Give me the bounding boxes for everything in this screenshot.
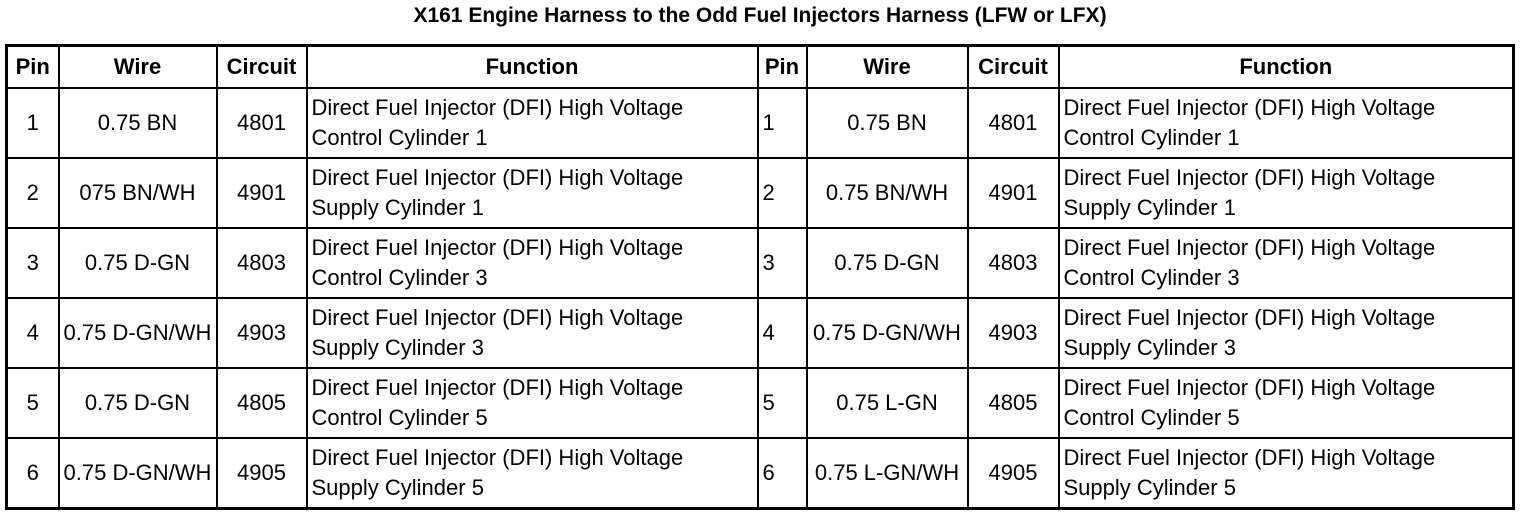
header-cell: Function (1057, 44, 1515, 89)
wire-cell: 0.75 D-GN/WH (57, 437, 218, 510)
title: X161 Engine Harness to the Odd Fuel Inje… (413, 4, 1107, 27)
header-cell: Function (305, 44, 759, 89)
wire-cell: 0.75 D-GN (805, 227, 969, 299)
pin-cell: 4 (756, 297, 808, 369)
circuit-cell: 4903 (215, 297, 308, 369)
function-cell: Direct Fuel Injector (DFI) High Voltage … (1057, 437, 1515, 510)
function-cell: Direct Fuel Injector (DFI) High Voltage … (1057, 157, 1515, 229)
table-row: 1 0.75 BN 4801 Direct Fuel Injector (DFI) H… (5, 87, 1515, 159)
header-cell: Wire (805, 44, 969, 89)
pin-cell: 3 (756, 227, 808, 299)
header-cell: Wire (57, 44, 218, 89)
header-row: Pin Wire Circuit Function Pin Wire Circuit Func… (5, 44, 1515, 89)
pin-cell: 6 (756, 437, 808, 510)
function-cell: Direct Fuel Injector (DFI) High Voltage … (305, 367, 759, 439)
pin-cell: 5 (5, 367, 60, 439)
wire-cell: 0.75 BN (57, 87, 218, 159)
function-cell: Direct Fuel Injector (DFI) High Voltage … (305, 297, 759, 369)
function-cell: Direct Fuel Injector (DFI) High Voltage … (1057, 227, 1515, 299)
circuit-cell: 4803 (966, 227, 1060, 299)
wire-cell: 0.75 D-GN/WH (57, 297, 218, 369)
function-cell: Direct Fuel Injector (DFI) High Voltage … (305, 227, 759, 299)
header-cell: Pin (756, 44, 808, 89)
circuit-cell: 4803 (215, 227, 308, 299)
circuit-cell: 4901 (966, 157, 1060, 229)
pin-cell: 5 (756, 367, 808, 439)
pin-cell: 6 (5, 437, 60, 510)
circuit-cell: 4905 (215, 437, 308, 510)
circuit-cell: 4805 (966, 367, 1060, 439)
function-cell: Direct Fuel Injector (DFI) High Voltage … (305, 157, 759, 229)
circuit-cell: 4905 (966, 437, 1060, 510)
wire-cell: 0.75 BN (805, 87, 969, 159)
circuit-cell: 4801 (215, 87, 308, 159)
table-row: 2 075 BN/WH 4901 Direct Fuel Injector (DFI)… (5, 157, 1515, 229)
pin-cell: 4 (5, 297, 60, 369)
wire-cell: 0.75 D-GN/WH (805, 297, 969, 369)
header-cell: Pin (5, 44, 60, 89)
pin-cell: 1 (756, 87, 808, 159)
wire-cell: 0.75 D-GN (57, 227, 218, 299)
wire-cell: 0.75 L-GN/WH (805, 437, 969, 510)
table-body: 1 0.75 BN 4801 Direct Fuel Injector (DFI) H… (5, 87, 1515, 510)
function-cell: Direct Fuel Injector (DFI) High Voltage … (305, 87, 759, 159)
pin-cell: 1 (5, 87, 60, 159)
wire-cell: 075 BN/WH (57, 157, 218, 229)
function-cell: Direct Fuel Injector (DFI) High Voltage … (1057, 87, 1515, 159)
pin-cell: 2 (756, 157, 808, 229)
circuit-cell: 4801 (966, 87, 1060, 159)
table-row: 5 0.75 D-GN 4805 Direct Fuel Injector (DFI)… (5, 367, 1515, 439)
wire-cell: 0.75 BN/WH (805, 157, 969, 229)
circuit-cell: 4901 (215, 157, 308, 229)
function-cell: Direct Fuel Injector (DFI) High Voltage … (305, 437, 759, 510)
function-cell: Direct Fuel Injector (DFI) High Voltage … (1057, 297, 1515, 369)
pin-cell: 3 (5, 227, 60, 299)
wire-cell: 0.75 D-GN (57, 367, 218, 439)
table-row: 3 0.75 D-GN 4803 Direct Fuel Injector (DFI)… (5, 227, 1515, 299)
header-cell: Circuit (215, 44, 308, 89)
header-cell: Circuit (966, 44, 1060, 89)
wire-cell: 0.75 L-GN (805, 367, 969, 439)
circuit-cell: 4903 (966, 297, 1060, 369)
table-row: 6 0.75 D-GN/WH 4905 Direct Fuel Injector (D… (5, 437, 1515, 510)
table-row: 4 0.75 D-GN/WH 4903 Direct Fuel Injector (D… (5, 297, 1515, 369)
pin-cell: 2 (5, 157, 60, 229)
function-cell: Direct Fuel Injector (DFI) High Voltage … (1057, 367, 1515, 439)
pinout-table: Pin Wire Circuit Function Pin Wire Circuit Func… (5, 44, 1515, 510)
circuit-cell: 4805 (215, 367, 308, 439)
